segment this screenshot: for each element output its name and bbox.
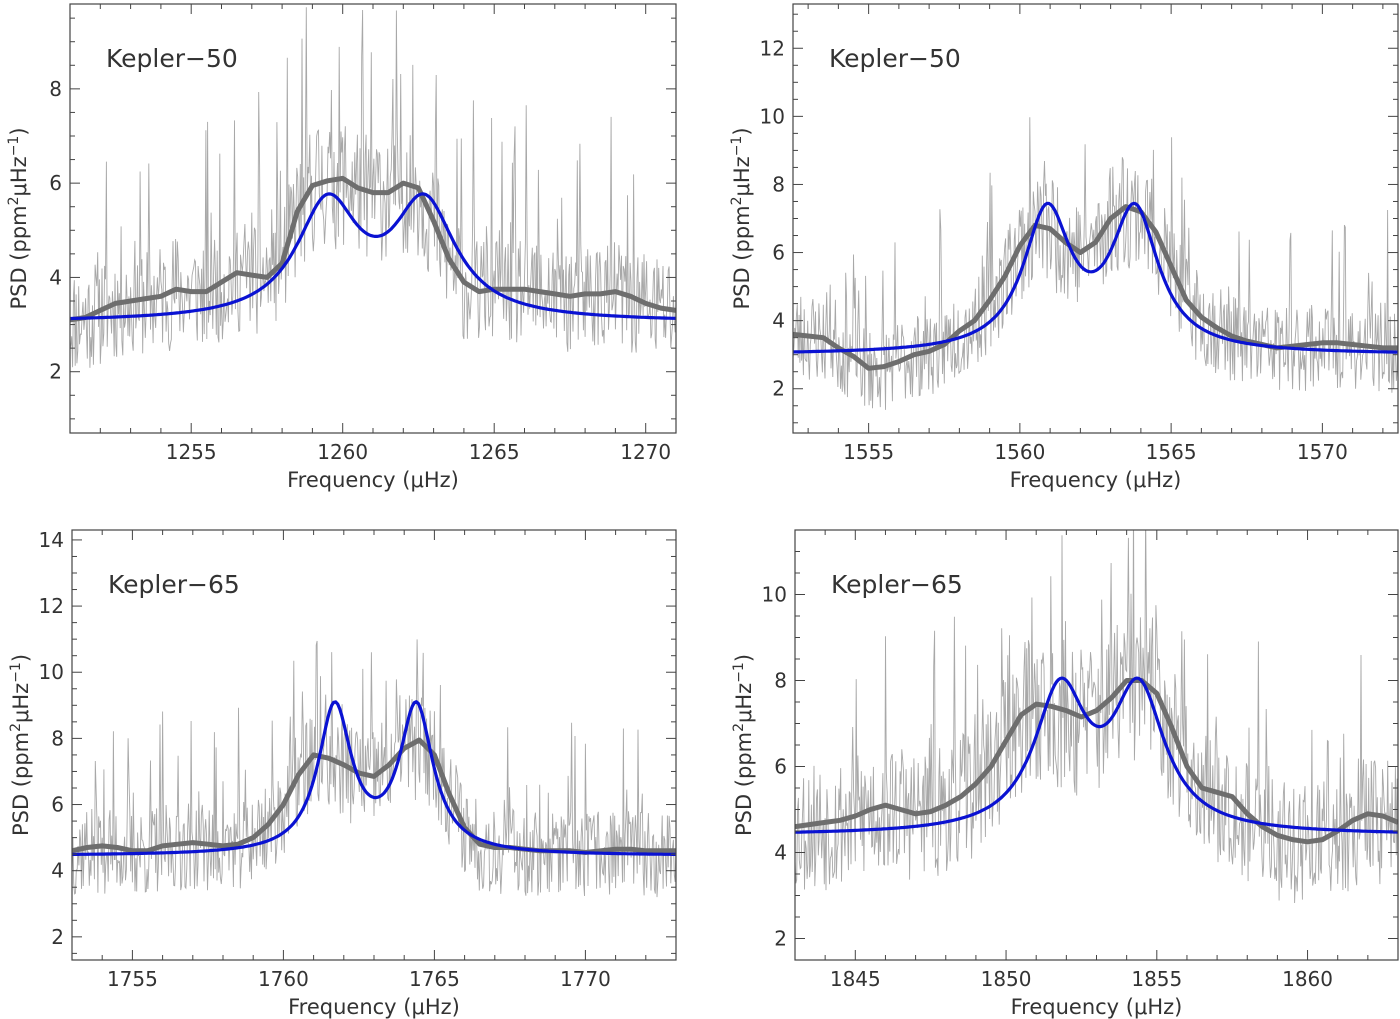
raw-spectrum-line	[795, 530, 1398, 904]
y-axis-label-part: PSD (ppm	[732, 732, 756, 836]
lorentzian-fit-line	[795, 676, 1398, 834]
y-axis-label-part: 2	[729, 196, 745, 205]
x-tick-label: 1270	[620, 440, 671, 464]
y-axis-label-part: )	[730, 127, 754, 135]
y-axis-label-part: −1	[731, 662, 747, 683]
y-tick-label: 4	[772, 309, 785, 333]
plot-area	[72, 639, 676, 898]
y-tick-label: 4	[774, 841, 787, 865]
y-tick-label: 8	[774, 669, 787, 693]
y-axis-label-part: PSD (ppm	[9, 732, 33, 836]
y-axis-label-part: μHz	[732, 683, 756, 723]
x-tick-label: 1565	[1146, 440, 1197, 464]
y-axis-label-part: 2	[8, 723, 24, 732]
y-axis-label: PSD (ppm2μHz−1)	[731, 654, 756, 836]
x-tick-label: 1555	[843, 440, 894, 464]
y-axis-label-part: μHz	[7, 156, 31, 196]
y-tick-label: 14	[39, 528, 64, 552]
x-tick-label: 1850	[981, 967, 1032, 991]
y-axis-label-part: PSD (ppm	[730, 205, 754, 309]
y-axis-label-part: )	[732, 654, 756, 662]
x-tick-label: 1260	[317, 440, 368, 464]
panel-title: Kepler−65	[108, 570, 240, 599]
y-tick-label: 8	[49, 77, 62, 101]
y-tick-label: 12	[39, 594, 64, 618]
y-axis-label-part: μHz	[730, 156, 754, 196]
y-tick-label: 10	[762, 583, 787, 607]
x-tick-label: 1265	[469, 440, 520, 464]
panel-bottom-left: 1755 1760 1765 1770 2 4 6 8 10 12 14 Frequency (μHz…	[8, 528, 677, 1019]
x-axis-label: Frequency (μHz)	[287, 468, 459, 492]
panel-top-left: 1255 1260 1265 1270 2 4 6 8 Frequency (μHz) PSD (…	[6, 3, 677, 492]
y-tick-label: 12	[760, 36, 785, 60]
panel-title: Kepler−50	[829, 44, 961, 73]
panel-bottom-right: 1845 1850 1855 1860 2 4 6 8 10 Frequency (μHz) PSD…	[731, 529, 1399, 1019]
y-axis-label-part: 2	[6, 196, 22, 205]
y-tick-label: 8	[772, 172, 785, 196]
y-axis-label: PSD (ppm2μHz−1)	[6, 127, 31, 309]
y-tick-label: 10	[39, 660, 64, 684]
raw-spectrum-line	[793, 117, 1398, 410]
plot-area	[795, 530, 1398, 904]
x-tick-label: 1860	[1282, 967, 1333, 991]
y-tick-label: 2	[772, 377, 785, 401]
raw-spectrum-line	[72, 639, 676, 898]
y-tick-label: 2	[49, 360, 62, 384]
x-axis-label: Frequency (μHz)	[1011, 995, 1183, 1019]
panel-title: Kepler−50	[106, 44, 238, 73]
y-tick-label: 8	[51, 726, 64, 750]
y-tick-label: 6	[49, 171, 62, 195]
y-axis-label-part: −1	[8, 662, 24, 683]
smoothed-spectrum-line	[795, 678, 1398, 845]
y-tick-label: 2	[51, 925, 64, 949]
smoothed-spectrum-line	[793, 204, 1398, 371]
x-tick-label: 1845	[830, 967, 881, 991]
y-axis-label-part: −1	[729, 136, 745, 157]
x-tick-label: 1570	[1297, 440, 1348, 464]
smoothed-spectrum-line	[70, 175, 676, 323]
lorentzian-fit-line	[72, 700, 676, 856]
y-axis-label-part: )	[9, 654, 33, 662]
y-axis-label: PSD (ppm2μHz−1)	[729, 127, 754, 309]
y-tick-label: 2	[774, 927, 787, 951]
x-axis-label: Frequency (μHz)	[1010, 468, 1182, 492]
y-axis-label-part: 2	[731, 723, 747, 732]
x-tick-label: 1755	[107, 967, 158, 991]
panel-title: Kepler−65	[831, 570, 963, 599]
y-axis-label-part: )	[7, 127, 31, 135]
x-tick-label: 1760	[258, 967, 309, 991]
plot-area	[70, 7, 676, 368]
x-tick-label: 1855	[1131, 967, 1182, 991]
lorentzian-fit-line	[793, 201, 1398, 354]
y-axis-label-part: −1	[6, 136, 22, 157]
y-tick-label: 10	[760, 104, 785, 128]
x-tick-label: 1560	[994, 440, 1045, 464]
y-tick-label: 6	[772, 241, 785, 265]
y-axis-label: PSD (ppm2μHz−1)	[8, 654, 33, 836]
x-tick-label: 1255	[166, 440, 217, 464]
raw-spectrum-line	[70, 7, 676, 368]
x-axis-label: Frequency (μHz)	[288, 995, 460, 1019]
x-tick-label: 1770	[560, 967, 611, 991]
y-tick-label: 4	[51, 859, 64, 883]
y-tick-label: 6	[774, 755, 787, 779]
x-tick-label: 1765	[409, 967, 460, 991]
lorentzian-fit-line	[70, 192, 676, 321]
y-tick-label: 6	[51, 793, 64, 817]
y-axis-label-part: μHz	[9, 683, 33, 723]
y-tick-label: 4	[49, 265, 62, 289]
panel-top-right: 1555 1560 1565 1570 2 4 6 8 10 12 Frequency (μHz) P…	[729, 3, 1399, 492]
y-axis-label-part: PSD (ppm	[7, 205, 31, 309]
plot-area	[793, 117, 1398, 410]
